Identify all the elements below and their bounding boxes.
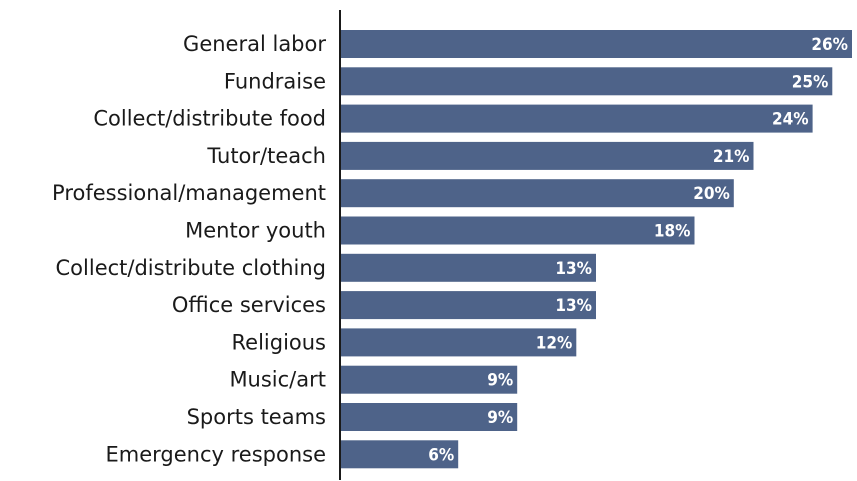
value-label-7: 13%: [555, 296, 592, 316]
bars-group: [340, 30, 852, 469]
bar-3: [340, 141, 754, 170]
value-labels-group: 26% 25% 24% 21% 20%18% 13% 13% 12% 9% 9% 6%: [428, 35, 848, 465]
value-label-5: 18%: [654, 222, 691, 242]
bar-0: [340, 30, 852, 58]
bar-11: [340, 440, 459, 469]
category-label-6: Collect/distribute clothing: [56, 256, 326, 280]
bar-10: [340, 403, 518, 431]
bar-2: [340, 104, 813, 133]
category-label-3: Tutor/teach: [206, 144, 326, 168]
category-label-9: Music/art: [229, 368, 326, 392]
value-label-9: 9%: [487, 371, 513, 391]
category-label-5: Mentor youth: [185, 219, 326, 243]
bar-1: [340, 67, 833, 96]
value-label-6: 13%: [555, 259, 592, 279]
category-labels-group: General labor Fundraise Collect/distribute…: [52, 32, 326, 466]
bar-6: [340, 253, 596, 282]
bar-5: [340, 216, 695, 245]
value-label-1: 25%: [792, 72, 829, 92]
value-label-0: 26%: [811, 35, 848, 55]
value-label-10: 9%: [487, 408, 513, 428]
value-label-8: 12%: [536, 333, 573, 353]
category-label-11: Emergency response: [106, 442, 327, 466]
category-label-7: Office services: [172, 293, 326, 317]
value-label-3: 21%: [713, 147, 750, 167]
category-label-4: Professional/management: [52, 181, 326, 205]
bar-8: [340, 328, 577, 357]
bar-4: [340, 179, 734, 208]
value-label-2: 24%: [772, 110, 809, 130]
value-label-11: 6%: [428, 445, 454, 465]
category-label-10: Sports teams: [187, 405, 326, 429]
bar-7: [340, 291, 596, 320]
bar-9: [340, 365, 518, 394]
value-label-4: 20%: [693, 184, 730, 204]
category-label-0: General labor: [183, 32, 326, 56]
category-label-2: Collect/distribute food: [93, 107, 326, 131]
category-label-1: Fundraise: [224, 69, 326, 93]
category-label-8: Religious: [232, 330, 327, 354]
